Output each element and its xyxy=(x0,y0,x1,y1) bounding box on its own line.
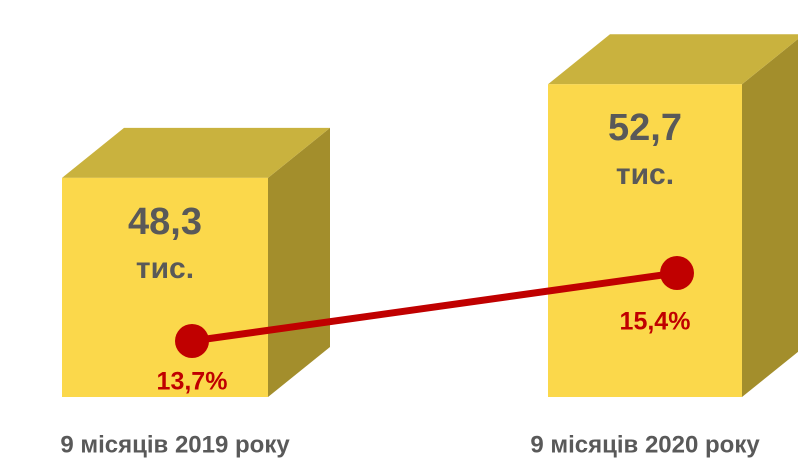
line-marker xyxy=(175,324,209,358)
x-tick-label: 9 місяців 2019 року xyxy=(60,431,290,458)
line-marker xyxy=(660,256,694,290)
value-unit: тис. xyxy=(616,158,674,191)
x-tick-label: 9 місяців 2020 року xyxy=(530,431,760,458)
line-value-label: 15,4% xyxy=(620,308,691,336)
value-label: 48,3 xyxy=(128,201,202,243)
line xyxy=(191,269,678,345)
bar-side xyxy=(742,39,798,397)
line-value-label: 13,7% xyxy=(157,368,228,396)
bar-top xyxy=(548,34,798,85)
bar xyxy=(548,84,742,397)
value-label: 52,7 xyxy=(608,107,682,149)
value-unit: тис. xyxy=(136,252,194,285)
bar-top xyxy=(62,127,330,178)
bar xyxy=(62,177,268,397)
